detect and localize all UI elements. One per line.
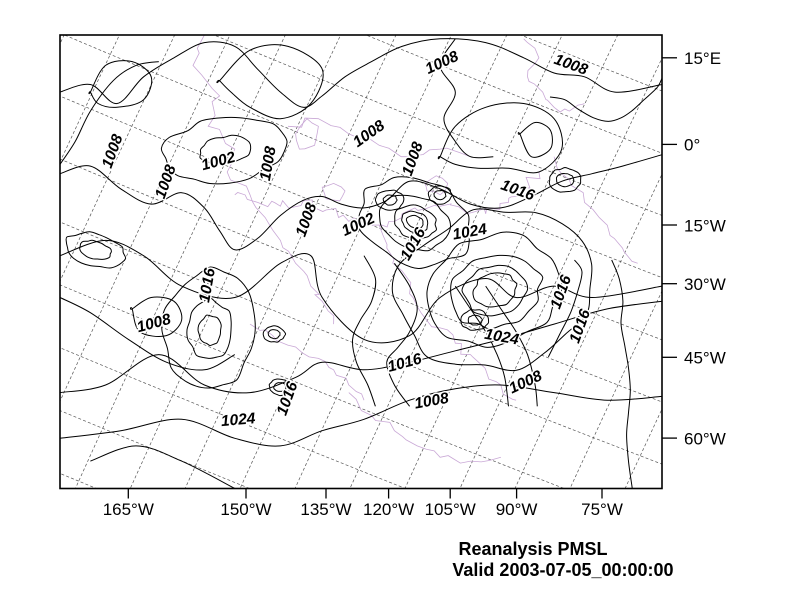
svg-text:1024: 1024: [220, 410, 256, 430]
svg-text:1008: 1008: [413, 390, 450, 413]
svg-text:90°W: 90°W: [496, 500, 538, 519]
svg-text:30°W: 30°W: [684, 275, 726, 294]
svg-text:1008: 1008: [99, 132, 127, 171]
svg-text:Reanalysis PMSL: Reanalysis PMSL: [458, 539, 607, 559]
svg-text:60°W: 60°W: [684, 430, 726, 449]
svg-text:105°W: 105°W: [425, 500, 476, 519]
svg-text:1016: 1016: [196, 266, 219, 303]
svg-text:150°W: 150°W: [220, 500, 271, 519]
svg-text:1008: 1008: [506, 367, 545, 397]
svg-text:1016: 1016: [499, 177, 538, 205]
svg-text:1008: 1008: [350, 117, 388, 151]
svg-text:1002: 1002: [339, 210, 378, 240]
svg-text:Valid 2003-07-05_00:00:00: Valid 2003-07-05_00:00:00: [452, 560, 673, 580]
svg-text:1002: 1002: [200, 149, 238, 174]
svg-text:1008: 1008: [135, 311, 173, 336]
svg-text:15°W: 15°W: [684, 217, 726, 236]
svg-text:1008: 1008: [152, 162, 180, 201]
svg-text:1024: 1024: [451, 221, 488, 244]
svg-text:1008: 1008: [399, 139, 427, 178]
svg-text:15°E: 15°E: [684, 49, 721, 68]
svg-text:45°W: 45°W: [684, 349, 726, 368]
svg-text:165°W: 165°W: [103, 500, 154, 519]
svg-text:120°W: 120°W: [363, 500, 414, 519]
svg-text:0°: 0°: [684, 136, 700, 155]
svg-text:135°W: 135°W: [300, 500, 351, 519]
svg-text:1008: 1008: [423, 48, 462, 78]
svg-text:1008: 1008: [257, 145, 280, 182]
svg-text:75°W: 75°W: [581, 500, 623, 519]
